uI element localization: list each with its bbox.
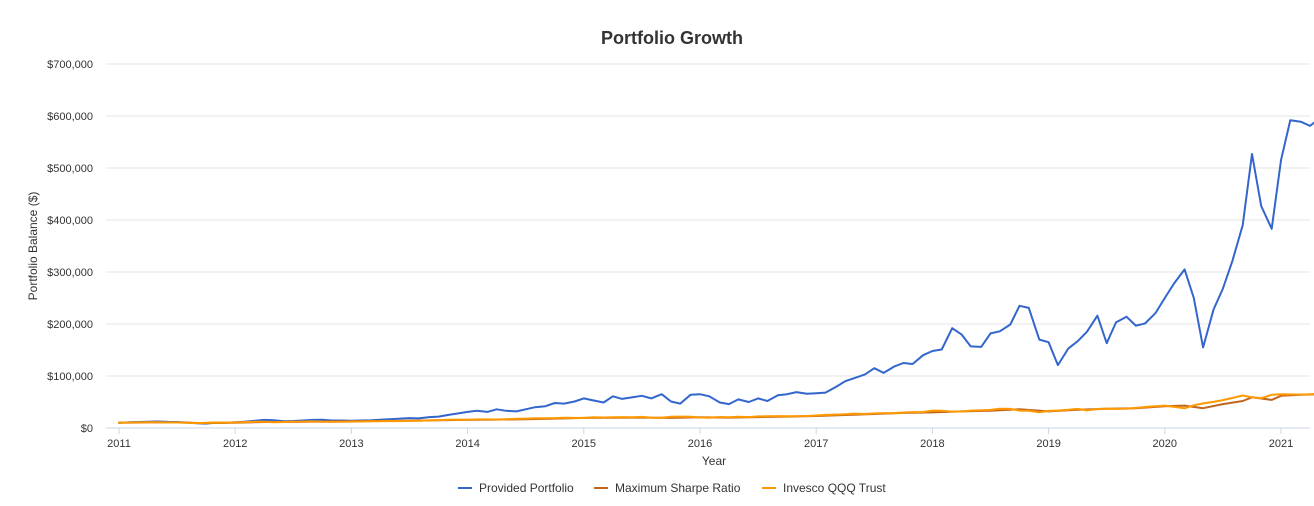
x-tick-label: 2016 bbox=[688, 438, 712, 450]
chart-title: Portfolio Growth bbox=[601, 28, 743, 48]
y-tick-label: $100,000 bbox=[47, 371, 93, 383]
x-axis-ticks: 2011 2012 2013 2014 2015 2016 2017 2018 2019 2020… bbox=[107, 428, 1293, 450]
legend: Provided Portfolio Maximum Sharpe Ratio In… bbox=[458, 481, 886, 495]
y-tick-label: $300,000 bbox=[47, 267, 93, 279]
y-tick-label: $600,000 bbox=[47, 111, 93, 123]
y-tick-label: $500,000 bbox=[47, 163, 93, 175]
y-tick-label: $0 bbox=[81, 423, 93, 435]
legend-label: Maximum Sharpe Ratio bbox=[615, 481, 741, 495]
x-axis-title: Year bbox=[702, 454, 726, 468]
y-tick-label: $400,000 bbox=[47, 215, 93, 227]
legend-item[interactable]: Provided Portfolio bbox=[458, 481, 574, 495]
x-tick-label: 2011 bbox=[107, 438, 131, 450]
legend-item[interactable]: Invesco QQQ Trust bbox=[762, 481, 886, 495]
legend-label: Invesco QQQ Trust bbox=[783, 481, 886, 495]
series-line-invesco-qqq-trust bbox=[118, 393, 1314, 425]
x-tick-label: 2015 bbox=[572, 438, 596, 450]
x-tick-label: 2021 bbox=[1269, 438, 1293, 450]
legend-label: Provided Portfolio bbox=[479, 481, 574, 495]
grid-lines bbox=[106, 63, 1310, 429]
y-tick-label: $200,000 bbox=[47, 319, 93, 331]
y-tick-label: $700,000 bbox=[47, 59, 93, 71]
series-lines bbox=[118, 119, 1314, 425]
x-tick-label: 2019 bbox=[1036, 438, 1060, 450]
x-tick-label: 2018 bbox=[920, 438, 944, 450]
y-axis-ticks: $0 $100,000 $200,000 $300,000 $400,000 $500,0… bbox=[47, 59, 93, 435]
x-tick-label: 2013 bbox=[339, 438, 363, 450]
x-tick-label: 2020 bbox=[1153, 438, 1177, 450]
x-tick-label: 2014 bbox=[455, 438, 479, 450]
x-tick-label: 2012 bbox=[223, 438, 247, 450]
x-tick-label: 2017 bbox=[804, 438, 828, 450]
legend-item[interactable]: Maximum Sharpe Ratio bbox=[594, 481, 741, 495]
y-axis-title: Portfolio Balance ($) bbox=[26, 192, 40, 301]
series-line-provided-portfolio bbox=[118, 119, 1314, 425]
